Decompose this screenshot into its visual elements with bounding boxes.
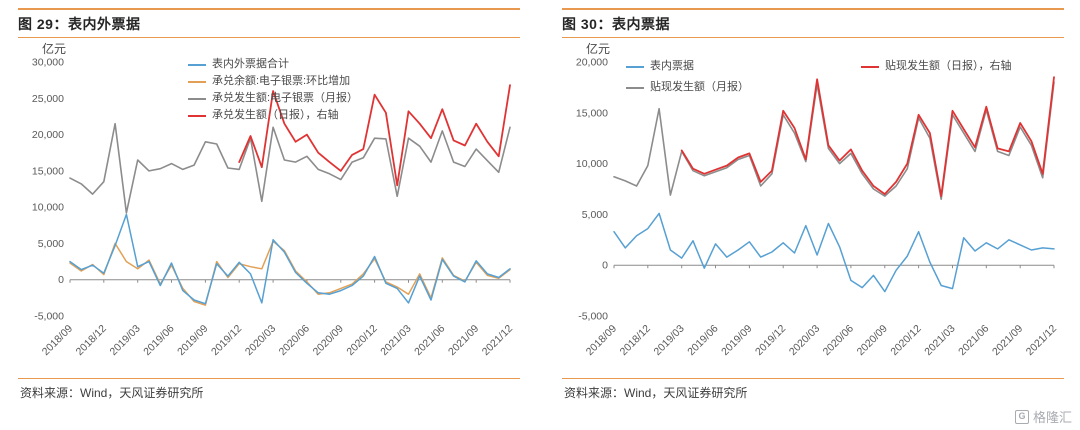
source-text: Wind，天风证券研究所 <box>624 386 748 400</box>
x-tick-label: 2020/06 <box>277 323 312 358</box>
legend-label: 表内票据 <box>650 60 694 72</box>
x-tick-label: 2019/06 <box>685 323 720 358</box>
line-chart: -5,00005,00010,00015,00020,0002018/09201… <box>576 57 1059 358</box>
legend-label: 贴现发生额（月报） <box>650 81 749 93</box>
x-tick-label: 2019/12 <box>753 323 788 358</box>
title-underline-rule <box>18 37 520 38</box>
source-text: Wind，天风证券研究所 <box>80 386 204 400</box>
series-line <box>238 84 511 187</box>
x-tick-label: 2019/09 <box>175 323 210 358</box>
source-note: 资料来源：Wind，天风证券研究所 <box>18 379 520 401</box>
x-tick-label: 2021/03 <box>922 323 957 358</box>
legend-item: 贴现发生额（月报） <box>626 79 749 96</box>
x-tick-label: 2019/03 <box>651 323 686 358</box>
chart-area: 亿元 表内外票据合计承兑余额:电子银票:环比增加 承兑发生额:电子银票（月报） 承兑… <box>18 38 520 376</box>
y-tick-label: 15,000 <box>32 165 64 177</box>
legend-label: 贴现发生额（日报），右轴 <box>885 60 1012 72</box>
chart-legend: 表内票据 贴现发生额（日报），右轴贴现发生额（月报） <box>626 58 1012 96</box>
chart-legend: 表内外票据合计承兑余额:电子银票:环比增加 承兑发生额:电子银票（月报） 承兑发生额… <box>188 56 358 124</box>
x-tick-label: 2020/03 <box>787 323 822 358</box>
y-tick-label: 0 <box>602 260 608 272</box>
figure-title: 图 29：表内外票据 <box>18 16 141 32</box>
x-tick-label: 2019/12 <box>209 323 244 358</box>
legend-label: 承兑发生额:电子银票（月报） <box>212 92 359 104</box>
source-note: 资料来源：Wind，天风证券研究所 <box>562 379 1064 401</box>
x-tick-label: 2018/09 <box>584 323 619 358</box>
legend-line-swatch <box>188 114 206 117</box>
legend-label: 承兑余额:电子银票:环比增加 <box>212 75 351 87</box>
source-divider-rule <box>562 378 1064 379</box>
y-tick-label: -5,000 <box>578 311 608 323</box>
x-tick-label: 2020/06 <box>821 323 856 358</box>
series-line <box>69 122 511 214</box>
figure-title: 图 30：表内票据 <box>562 16 670 32</box>
x-tick-label: 2021/12 <box>1024 323 1059 358</box>
gelonghui-watermark: G 格隆汇 <box>1014 407 1072 426</box>
series-line <box>69 240 511 306</box>
legend-line-swatch <box>188 63 206 66</box>
y-tick-label: 30,000 <box>32 57 64 69</box>
top-orange-rule <box>18 8 520 10</box>
y-tick-label: 25,000 <box>32 93 64 105</box>
y-tick-label: 20,000 <box>32 129 64 141</box>
x-tick-label: 2020/09 <box>855 323 890 358</box>
legend-label: 承兑发生额（日报），右轴 <box>212 109 339 121</box>
watermark-text: 格隆汇 <box>1032 410 1072 425</box>
legend-line-swatch <box>861 65 879 68</box>
top-orange-rule <box>562 8 1064 10</box>
legend-item: 表内票据 <box>626 58 749 75</box>
y-tick-label: 10,000 <box>32 202 64 214</box>
x-tick-label: 2019/09 <box>719 323 754 358</box>
x-tick-label: 2018/09 <box>40 323 75 358</box>
series-line <box>613 212 1055 293</box>
series-line <box>680 76 1055 197</box>
y-tick-label: 0 <box>58 274 64 286</box>
x-tick-label: 2021/09 <box>446 323 481 358</box>
source-label: 资料来源： <box>20 386 81 400</box>
legend-line-swatch <box>188 97 206 100</box>
line-chart: -5,000 0 5,000 10,000 15,000 20,000 25,000 30,0… <box>32 57 515 358</box>
chart-area: 亿元 表内票据 贴现发生额（日报），右轴贴现发生额（月报） -5,000 0 5,00… <box>562 38 1064 376</box>
x-tick-label: 2021/12 <box>480 323 515 358</box>
legend-item: 表内外票据合计 <box>188 56 358 73</box>
figure-30: 图 30：表内票据 亿元 表内票据 贴现发生额（日报），右轴贴现发生额（月报） -… <box>562 8 1064 401</box>
legend-item: 承兑发生额:电子银票（月报） <box>188 90 358 107</box>
x-tick-label: 2021/03 <box>378 323 413 358</box>
x-tick-label: 2020/12 <box>344 323 379 358</box>
x-tick-label: 2021/09 <box>990 323 1025 358</box>
title-underline-rule <box>562 37 1064 38</box>
series-line <box>69 213 511 305</box>
legend-line-swatch <box>188 80 206 83</box>
source-label: 资料来源： <box>564 386 625 400</box>
legend-item: 承兑发生额（日报），右轴 <box>188 107 358 124</box>
series-line <box>613 81 1055 200</box>
y-tick-label: 15,000 <box>576 107 608 119</box>
y-tick-label: 10,000 <box>576 158 608 170</box>
x-tick-label: 2018/12 <box>74 323 109 358</box>
x-tick-label: 2019/06 <box>141 323 176 358</box>
legend-item: 承兑余额:电子银票:环比增加 <box>188 73 358 90</box>
x-tick-label: 2020/03 <box>243 323 278 358</box>
x-tick-label: 2021/06 <box>412 323 447 358</box>
x-tick-label: 2018/12 <box>618 323 653 358</box>
x-tick-label: 2019/03 <box>107 323 142 358</box>
gelonghui-logo-icon: G <box>1014 409 1029 424</box>
legend-line-swatch <box>626 65 644 68</box>
y-axis-unit-label: 亿元 <box>42 42 67 56</box>
y-tick-label: 5,000 <box>38 238 64 250</box>
y-axis-unit-label: 亿元 <box>586 42 611 56</box>
x-tick-label: 2020/09 <box>311 323 346 358</box>
report-figures-row: 图 29：表内外票据 亿元 表内外票据合计承兑余额:电子银票:环比增加 承兑发生额… <box>18 8 1064 401</box>
y-tick-label: 20,000 <box>576 57 608 69</box>
y-tick-label: 5,000 <box>582 209 608 221</box>
y-tick-label: -5,000 <box>34 311 64 323</box>
figure-29: 图 29：表内外票据 亿元 表内外票据合计承兑余额:电子银票:环比增加 承兑发生额… <box>18 8 520 401</box>
legend-label: 表内外票据合计 <box>212 58 289 70</box>
x-tick-label: 2020/12 <box>888 323 923 358</box>
legend-item: 贴现发生额（日报），右轴 <box>861 58 1012 75</box>
x-tick-label: 2021/06 <box>956 323 991 358</box>
legend-line-swatch <box>626 86 644 89</box>
source-divider-rule <box>18 378 520 379</box>
